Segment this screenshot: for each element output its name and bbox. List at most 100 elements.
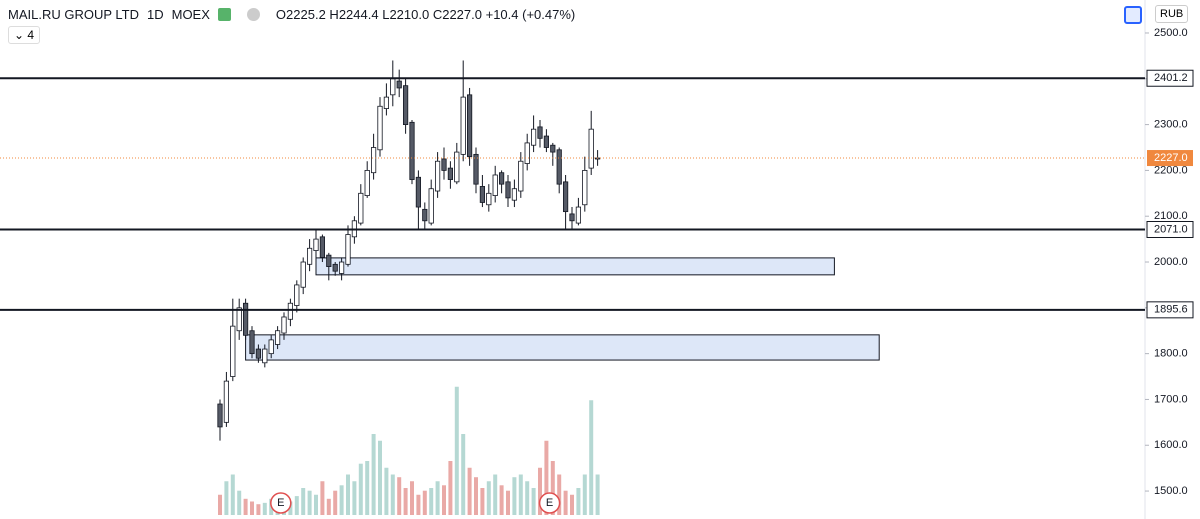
- change: +10.4 (+0.47%): [485, 7, 576, 22]
- candle-body: [236, 307, 242, 332]
- candle-body: [454, 151, 460, 183]
- candle-body: [242, 302, 249, 336]
- candle-body: [479, 186, 486, 203]
- candle-body: [249, 330, 255, 355]
- y-tick-label: 2000.0: [1154, 256, 1188, 268]
- volume-bar: [454, 386, 459, 515]
- candle-body: [434, 160, 441, 192]
- volume-bar: [384, 467, 389, 515]
- volume-bar: [435, 481, 440, 515]
- volume-bar: [563, 490, 568, 515]
- volume-bar: [256, 504, 261, 515]
- ohlc: O2225.2 H2244.4 L2210.0 C2227.0 +10.4 (+…: [276, 7, 575, 22]
- candle-body: [569, 213, 575, 222]
- level-tag: [1146, 220, 1194, 238]
- screenshot-icon[interactable]: [1124, 6, 1142, 24]
- volume-bar: [250, 501, 254, 515]
- candle-body: [582, 170, 588, 206]
- h-value: 2244.4: [338, 7, 379, 22]
- candle-body: [543, 135, 550, 148]
- volume-bar: [589, 400, 594, 515]
- volume-bar: [512, 477, 517, 515]
- symbol: MAIL.RU GROUP LTD: [8, 7, 139, 22]
- menu-dot[interactable]: [246, 8, 260, 21]
- volume-bar: [557, 474, 562, 515]
- y-tick-label: 1800.0: [1154, 348, 1188, 360]
- level-tag: [1146, 301, 1194, 319]
- c-value: 2227.0: [442, 7, 482, 22]
- volume-bar: [550, 461, 555, 515]
- candle-body: [377, 105, 383, 151]
- volume-bar: [582, 474, 587, 515]
- candle-body: [428, 188, 434, 224]
- volume-bar: [538, 467, 542, 515]
- candle-body: [217, 403, 223, 428]
- volume-bar: [506, 490, 510, 515]
- candle-body: [460, 96, 466, 155]
- volume-bar: [544, 440, 549, 515]
- candle-body: [364, 170, 370, 196]
- candle-body: [588, 128, 594, 169]
- candle-body: [550, 144, 556, 153]
- candle-body: [294, 284, 300, 306]
- candle-body: [300, 261, 306, 288]
- volume-bar: [358, 463, 363, 515]
- volume-bar: [301, 488, 306, 515]
- event-marker: [270, 492, 292, 514]
- o-letter: O: [275, 7, 287, 22]
- last-price-tag: [1147, 150, 1193, 167]
- volume-bar: [410, 481, 414, 515]
- candle-body: [383, 96, 390, 109]
- volume-bar: [531, 488, 536, 515]
- candle-body: [274, 330, 281, 345]
- zone: [245, 334, 880, 361]
- candle-body: [223, 380, 229, 423]
- candle-body: [319, 236, 326, 258]
- o-value: 2225.2: [286, 7, 326, 22]
- event-marker: [538, 492, 561, 514]
- l-value: 2210.0: [389, 7, 430, 22]
- candle-body: [498, 172, 505, 185]
- volume-bar: [442, 485, 446, 515]
- volume-bar: [262, 502, 267, 515]
- y-tick-label: 1500.0: [1154, 485, 1188, 497]
- volume-bar: [480, 488, 485, 515]
- candle-body: [326, 254, 332, 268]
- y-tick-label: 2300.0: [1154, 119, 1188, 131]
- interval[interactable]: 1D: [146, 7, 164, 22]
- y-tick-label: 2100.0: [1154, 210, 1188, 222]
- legend-header: MAIL.RU GROUP LTD 1D MOEX O2225.2 H2244.…: [8, 7, 575, 22]
- candle-body: [556, 149, 562, 185]
- candle-body: [466, 94, 473, 158]
- candle-body: [537, 126, 543, 139]
- candle-body: [268, 339, 274, 355]
- level-label: 2071.0: [1154, 223, 1188, 235]
- event-label: E: [277, 497, 284, 509]
- candle-body: [518, 160, 524, 192]
- exchange: MOEX: [171, 7, 210, 22]
- candle-body: [230, 325, 236, 377]
- candle-body: [415, 176, 422, 208]
- volume-bar: [525, 481, 530, 515]
- level-label: 1895.6: [1154, 304, 1188, 316]
- candle-body: [447, 167, 454, 180]
- volume-bar: [288, 501, 293, 515]
- indicator-toggle[interactable]: ⌄ 4: [8, 26, 41, 44]
- candle-body: [505, 181, 511, 199]
- event-label: E: [546, 497, 553, 509]
- volume-bar: [518, 474, 523, 515]
- currency-button[interactable]: RUB: [1155, 5, 1189, 23]
- candle-body: [524, 142, 530, 164]
- candle-body: [486, 192, 492, 206]
- volume-bar: [416, 494, 421, 515]
- candle-body: [338, 261, 345, 274]
- zone: [315, 257, 835, 276]
- indicator-count: 4: [27, 28, 35, 42]
- candle-body: [396, 80, 402, 89]
- volume-bar: [333, 490, 338, 515]
- volume-bar: [365, 461, 370, 515]
- candle-body: [262, 348, 268, 364]
- volume-bar: [371, 434, 376, 515]
- candle-body: [402, 85, 409, 125]
